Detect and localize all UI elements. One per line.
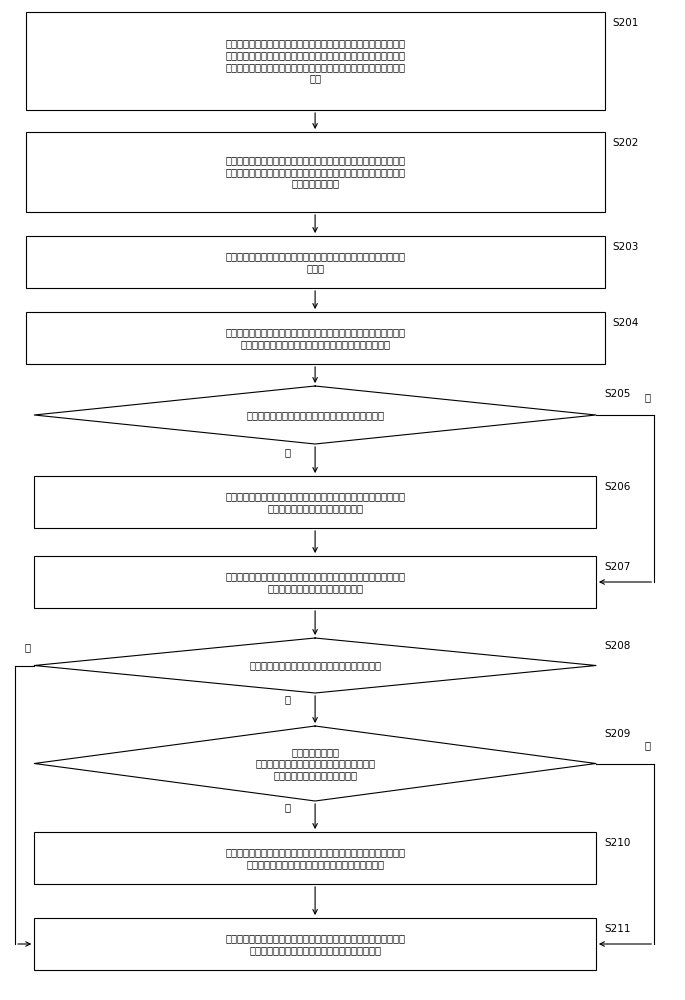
Text: 获取用户的当前虹膜信息，并将当前虹膜信息与预存虹膜信息进行数
据匹配: 获取用户的当前虹膜信息，并将当前虹膜信息与预存虹膜信息进行数 据匹配 xyxy=(225,251,405,273)
Text: S211: S211 xyxy=(604,924,631,934)
Bar xyxy=(34,556,596,608)
Text: 生成与所述当前虹膜运动轨迹对应的振动请求，并根据所述振动请求
执行振动操作，以提醒用户匹配失败: 生成与所述当前虹膜运动轨迹对应的振动请求，并根据所述振动请求 执行振动操作，以提… xyxy=(225,491,405,513)
Bar xyxy=(26,12,604,110)
Text: 否: 否 xyxy=(25,643,31,652)
Text: S210: S210 xyxy=(604,838,631,848)
Text: 确认与所述当前虹膜信息对应的屏幕注视信息满足预设的注视条件，
并将当前屏幕的屏幕状态由睡眠状态切换至唤醒状态: 确认与所述当前虹膜信息对应的屏幕注视信息满足预设的注视条件， 并将当前屏幕的屏幕… xyxy=(225,847,405,869)
Text: 否: 否 xyxy=(645,740,651,750)
Bar xyxy=(26,312,604,364)
Text: 否: 否 xyxy=(285,447,290,457)
Text: 确认与所述当前虹膜信息对应的屏幕注视信息不满足所述注视条件，
并将所述当前屏幕的屏幕状态保持为所述睡眠状态: 确认与所述当前虹膜信息对应的屏幕注视信息不满足所述注视条件， 并将所述当前屏幕的… xyxy=(225,933,405,955)
Text: 判断当前虹膜运动轨迹是否与预设虹膜运动轨迹一致: 判断当前虹膜运动轨迹是否与预设虹膜运动轨迹一致 xyxy=(246,410,384,420)
Text: 是: 是 xyxy=(645,392,651,402)
Text: S205: S205 xyxy=(604,389,631,399)
Text: S201: S201 xyxy=(613,18,639,28)
Text: S207: S207 xyxy=(604,562,631,572)
Text: 设置多种预设虹膜运动方式，并根据所述多种预设虹膜运动方式分别
分配相应的预设虹膜运动轨迹，并为各预设虹膜运动轨迹分别设置相
应的运动次数阈值: 设置多种预设虹膜运动方式，并根据所述多种预设虹膜运动方式分别 分配相应的预设虹膜… xyxy=(225,155,405,189)
Text: S202: S202 xyxy=(613,138,639,148)
Text: S206: S206 xyxy=(604,482,631,492)
Bar xyxy=(26,236,604,288)
Bar xyxy=(34,832,596,884)
Bar xyxy=(34,918,596,970)
Text: S204: S204 xyxy=(613,318,639,328)
Text: 将所述预设虹膜运动轨迹对应的预设虹膜运动方式确定为所述当前虹
膜运动轨迹对应的当前虹膜运动方式: 将所述预设虹膜运动轨迹对应的预设虹膜运动方式确定为所述当前虹 膜运动轨迹对应的当… xyxy=(225,571,405,593)
Text: 是: 是 xyxy=(285,694,290,704)
Text: 接收预设指令，并根据所述预设指令采集扫描区域内多个方位角上的
用户眼睛对应的眼部特征，并提取各方位角对应的眼部特征中的虹膜
信息，并将各眼部特征中的虹膜信息作为: 接收预设指令，并根据所述预设指令采集扫描区域内多个方位角上的 用户眼睛对应的眼部… xyxy=(225,39,405,83)
Text: 当所述当前虹膜信息对应的数据匹配结果为匹配成功时，根据所述眼
部特征捕捉与所述当前虹膜信息对应的当前虹膜运动轨迹: 当所述当前虹膜信息对应的数据匹配结果为匹配成功时，根据所述眼 部特征捕捉与所述当… xyxy=(225,327,405,349)
Text: S203: S203 xyxy=(613,242,639,252)
Bar xyxy=(26,132,604,212)
Text: 统计运动次数达到
运动次数阈值时的虹膜注视时间，并判断虹膜
注视时间是否达到注视时间阈值: 统计运动次数达到 运动次数阈值时的虹膜注视时间，并判断虹膜 注视时间是否达到注视… xyxy=(255,747,375,780)
Bar xyxy=(34,476,596,528)
Text: 是: 是 xyxy=(285,802,290,812)
Text: 判断注视距离是否小于或等于预设的注视距离阈值: 判断注视距离是否小于或等于预设的注视距离阈值 xyxy=(249,661,381,671)
Text: S209: S209 xyxy=(604,729,631,739)
Text: S208: S208 xyxy=(604,641,631,651)
